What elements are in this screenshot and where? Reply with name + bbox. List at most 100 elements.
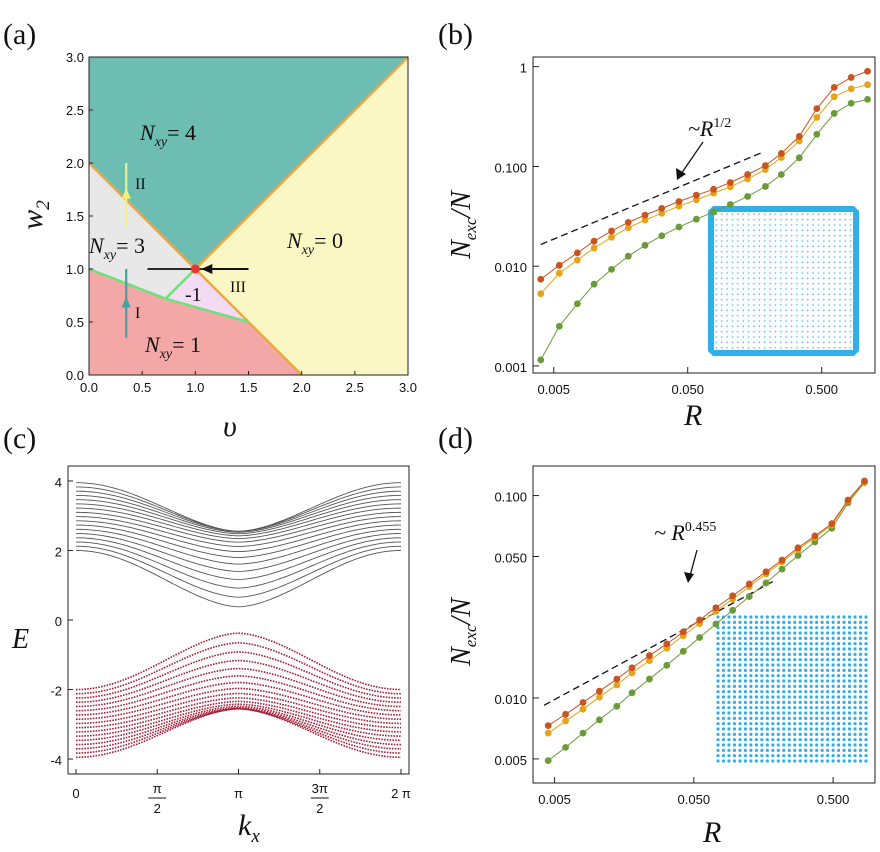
lattice-site bbox=[801, 229, 804, 232]
lattice-site bbox=[796, 234, 798, 237]
lattice-site bbox=[771, 722, 775, 726]
lattice-site bbox=[736, 261, 739, 264]
lower-band bbox=[75, 642, 402, 695]
lattice-site bbox=[796, 309, 798, 312]
lattice-site bbox=[774, 256, 777, 258]
lattice-site bbox=[721, 690, 726, 694]
lattice-site bbox=[847, 631, 852, 635]
lattice-site bbox=[790, 304, 793, 306]
y-tick-label: 0.005 bbox=[494, 753, 527, 768]
lower-band bbox=[75, 707, 402, 759]
data-point bbox=[537, 275, 545, 283]
lattice-site bbox=[747, 320, 750, 322]
lattice-site bbox=[732, 722, 737, 726]
lattice-site bbox=[716, 642, 720, 646]
lattice-site bbox=[809, 652, 813, 656]
lattice-site bbox=[847, 626, 852, 630]
lattice-site bbox=[815, 642, 819, 646]
lattice-site bbox=[776, 668, 780, 672]
lattice-site bbox=[779, 298, 782, 301]
lattice-site bbox=[747, 309, 750, 312]
lattice-site bbox=[815, 754, 819, 758]
lattice-site bbox=[749, 727, 753, 731]
lattice-site bbox=[815, 679, 819, 683]
lattice-site bbox=[758, 213, 761, 216]
lattice-site bbox=[732, 620, 737, 624]
lattice-site bbox=[842, 695, 846, 699]
lattice-site bbox=[765, 738, 769, 742]
lattice-site bbox=[864, 754, 868, 758]
lattice-site bbox=[776, 706, 780, 710]
y-axis-label-b: Nexc/N bbox=[446, 190, 480, 260]
lattice-site bbox=[720, 288, 723, 290]
lattice-site bbox=[774, 234, 777, 237]
x-tick-label: 0.0 bbox=[80, 380, 98, 395]
lower-band bbox=[75, 632, 402, 691]
lattice-site bbox=[738, 668, 742, 672]
lattice-site bbox=[727, 738, 731, 742]
lattice-site bbox=[849, 336, 852, 338]
lattice-site bbox=[743, 631, 748, 635]
lattice-site bbox=[790, 346, 793, 349]
phase-label-n0: Nxy= 0 bbox=[286, 228, 343, 258]
lattice-site bbox=[743, 695, 748, 699]
lattice-site bbox=[760, 636, 764, 640]
lattice-site bbox=[731, 266, 734, 269]
data-point bbox=[778, 565, 786, 573]
lattice-site bbox=[838, 336, 841, 338]
y-tick-label: 3.0 bbox=[66, 50, 84, 65]
lattice-site bbox=[804, 732, 808, 736]
lattice-site bbox=[815, 722, 819, 726]
data-point bbox=[811, 532, 819, 540]
lattice-site bbox=[836, 620, 841, 624]
y-tick-label: 0.001 bbox=[494, 360, 527, 375]
lattice-site bbox=[726, 314, 729, 317]
lattice-site bbox=[806, 240, 809, 242]
lattice-site bbox=[726, 266, 729, 269]
lattice-site bbox=[754, 658, 758, 662]
data-point bbox=[544, 722, 552, 730]
lattice-site bbox=[716, 748, 720, 752]
lattice-site bbox=[731, 256, 734, 258]
lattice-site bbox=[753, 277, 755, 280]
data-point bbox=[613, 681, 621, 689]
lattice-site bbox=[844, 336, 847, 338]
lattice-site bbox=[847, 695, 852, 699]
phase-region bbox=[89, 57, 408, 269]
lattice-site bbox=[769, 288, 771, 290]
x-tick-label: π bbox=[234, 786, 243, 801]
lattice-site bbox=[785, 330, 788, 333]
lattice-site bbox=[742, 261, 745, 264]
lattice-site bbox=[796, 240, 798, 242]
lattice-site bbox=[790, 266, 793, 269]
lattice-site bbox=[743, 716, 748, 720]
lattice-site bbox=[858, 759, 863, 763]
lattice-site bbox=[812, 229, 814, 232]
lattice-site bbox=[765, 722, 769, 726]
lattice-site bbox=[749, 668, 753, 672]
lattice-site bbox=[738, 706, 742, 710]
lattice-site bbox=[721, 642, 726, 646]
y-tick-label: -2 bbox=[50, 684, 62, 699]
lattice-site bbox=[776, 626, 780, 630]
lattice-site bbox=[721, 727, 726, 731]
lattice-site bbox=[831, 748, 835, 752]
lattice-site bbox=[738, 658, 742, 662]
lattice-site bbox=[836, 615, 841, 619]
lattice-site bbox=[864, 690, 868, 694]
lattice-site bbox=[831, 647, 835, 651]
lattice-site bbox=[731, 336, 734, 338]
lattice-site bbox=[801, 261, 804, 264]
lattice-site bbox=[747, 266, 750, 269]
lattice-site bbox=[798, 636, 802, 640]
lattice-site bbox=[771, 674, 775, 678]
lattice-site bbox=[774, 320, 777, 322]
lattice-site bbox=[844, 325, 847, 328]
lattice-site bbox=[806, 314, 809, 317]
lattice-site bbox=[736, 245, 739, 248]
lattice-site bbox=[758, 282, 761, 285]
lattice-site bbox=[787, 658, 791, 662]
lattice-site bbox=[747, 224, 750, 226]
lattice-site bbox=[826, 674, 830, 678]
path-label-III: III bbox=[230, 279, 246, 296]
